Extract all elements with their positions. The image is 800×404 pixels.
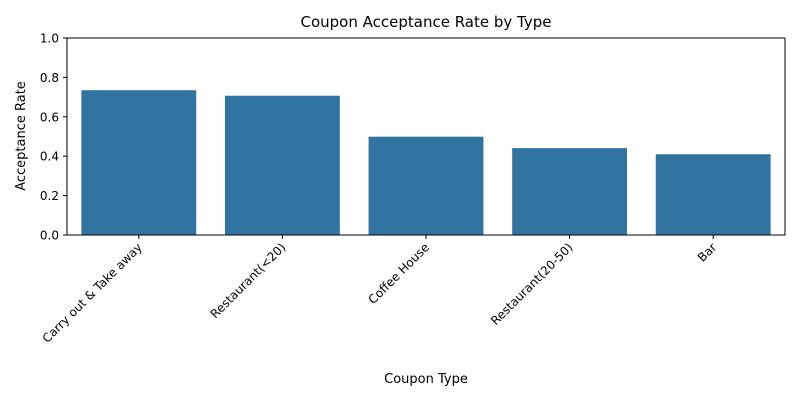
bar <box>655 154 771 235</box>
bars-group <box>81 90 771 235</box>
plot-frame <box>66 37 786 236</box>
y-tick-label: 1.0 <box>40 32 59 46</box>
x-tick-label: Carry out & Take away <box>40 240 145 345</box>
y-tick-label: 0.6 <box>40 110 59 124</box>
y-tick-label: 0.4 <box>40 150 59 164</box>
bar <box>512 148 628 235</box>
x-tick-label: Restaurant(<20) <box>208 240 289 321</box>
bar <box>368 136 484 235</box>
bar <box>81 90 197 235</box>
x-tick-label: Coffee House <box>366 240 433 307</box>
chart-title: Coupon Acceptance Rate by Type <box>301 13 552 31</box>
y-tick-label: 0.8 <box>40 71 59 85</box>
x-tick-label: Restaurant(20-50) <box>488 240 576 328</box>
y-axis: 0.0 0.2 0.4 0.6 0.8 1.0 <box>40 32 67 243</box>
x-axis-label: Coupon Type <box>384 372 468 387</box>
y-axis-label: Acceptance Rate <box>14 81 29 191</box>
x-tick-label: Bar <box>695 240 719 264</box>
x-axis: Carry out & Take away Restaurant(<20) Coff… <box>40 235 719 346</box>
bar <box>224 95 340 235</box>
y-tick-label: 0.2 <box>40 189 59 203</box>
y-tick-label: 0.0 <box>40 229 59 243</box>
